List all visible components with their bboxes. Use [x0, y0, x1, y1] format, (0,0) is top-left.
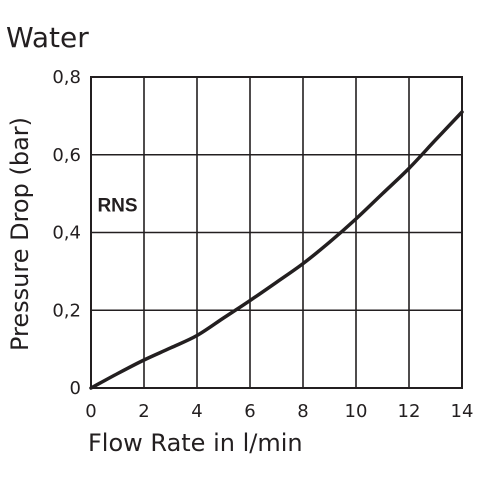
chart-title: Water: [6, 21, 89, 54]
x-tick-label: 8: [297, 401, 308, 422]
plot-frame: [90, 76, 463, 389]
annotations: RNS: [97, 195, 137, 216]
y-tick-label: 0,8: [52, 67, 81, 88]
grid: [90, 76, 463, 389]
x-tick-label: 2: [138, 401, 149, 422]
series-line-rns: [89, 110, 464, 390]
x-tick-label: 6: [244, 401, 255, 422]
y-tick-label: 0,4: [52, 223, 81, 244]
x-tick-label: 0: [85, 401, 96, 422]
x-axis-label: Flow Rate in l/min: [88, 429, 303, 457]
y-tick-label: 0,2: [52, 300, 81, 321]
x-tick-label: 4: [191, 401, 202, 422]
y-tick-label: 0,6: [52, 145, 81, 166]
x-tick-label: 12: [398, 401, 421, 422]
series-label-rns: RNS: [97, 195, 137, 216]
y-tick-label: 0: [70, 378, 81, 399]
x-tick-label: 10: [345, 401, 368, 422]
y-axis-label: Pressure Drop (bar): [6, 117, 34, 351]
x-tick-label: 14: [451, 401, 474, 422]
tick-labels: 0 2 4 6 8 10 12 14 0 0,2 0,4 0,6 0,8: [52, 67, 473, 422]
